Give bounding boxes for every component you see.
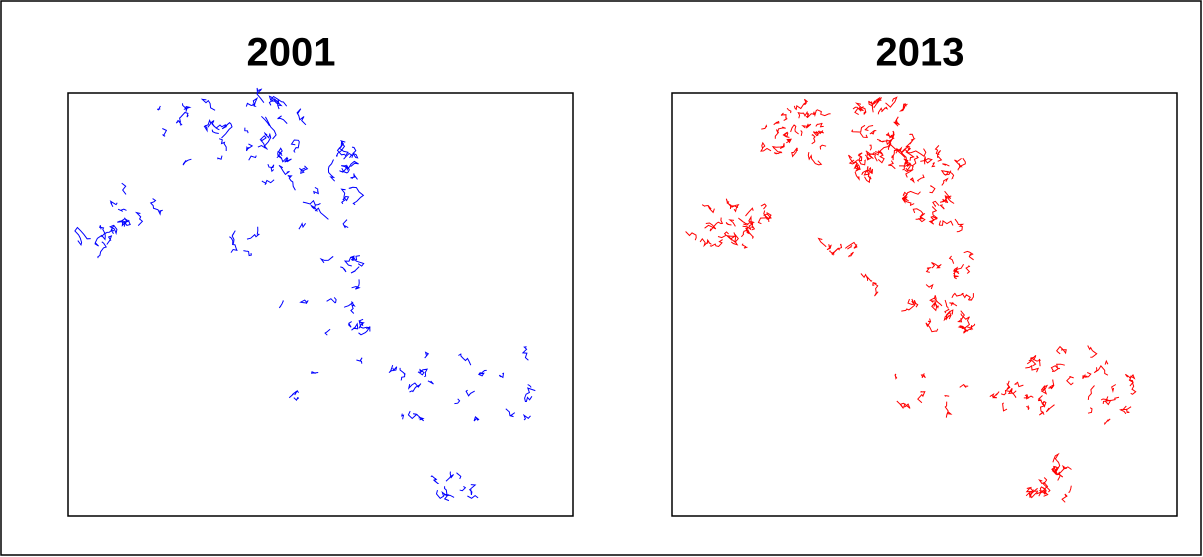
figure: 2001 2013 — [0, 0, 1203, 557]
map-frame — [672, 93, 1177, 516]
panel-title: 2013 — [876, 31, 965, 75]
feature-line — [945, 396, 950, 397]
page: 2001 2013 (() => { const data = JSON.par… — [0, 0, 1203, 557]
panel-title: 2001 — [247, 31, 336, 75]
map-frame — [68, 93, 573, 516]
